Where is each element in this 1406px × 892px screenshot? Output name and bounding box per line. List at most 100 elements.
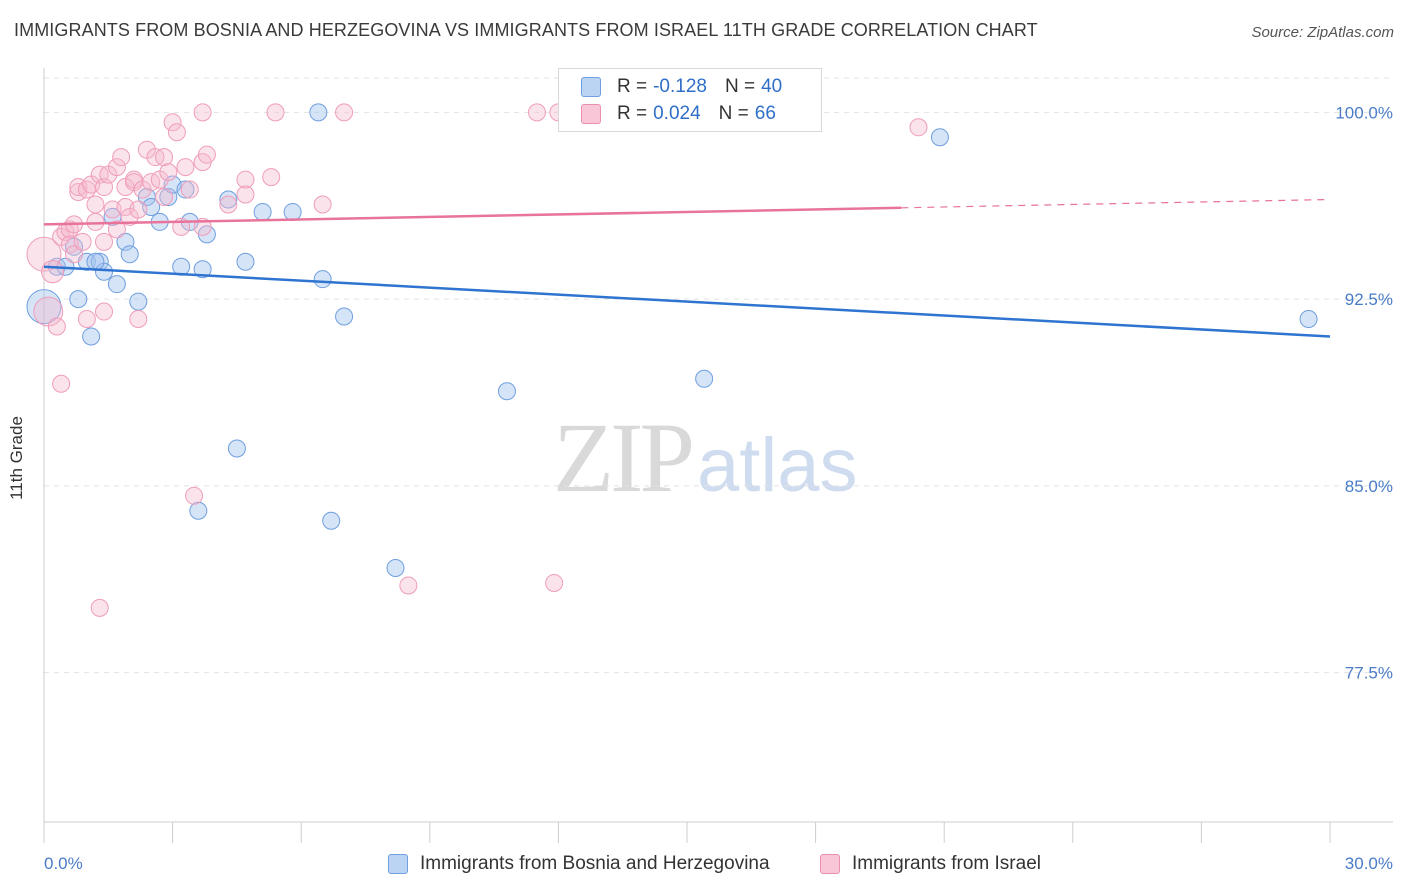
point-israel [26,236,62,272]
points-layer [26,103,1318,617]
legend-n-value: 40 [761,76,783,97]
legend-r-value: -0.128 [653,76,707,97]
point-israel [236,170,255,189]
point-israel [129,200,148,219]
point-israel [335,103,354,122]
legend-row-bosnia: R = -0.128 N = 40 [581,75,782,99]
point-israel [155,148,174,167]
point-israel [41,260,65,284]
point-bosnia [322,511,341,530]
y-tick-label: 77.5% [1345,664,1393,683]
point-bosnia [227,439,246,458]
point-bosnia [82,327,101,346]
grid-layer [44,77,1390,674]
chart-title: IMMIGRANTS FROM BOSNIA AND HERZEGOVINA V… [14,20,1038,40]
point-israel [176,158,195,177]
watermark-atlas: atlas [697,423,858,508]
bottom-legend-israel: Immigrants from Israel [820,852,1041,876]
point-bosnia [695,369,714,388]
point-israel [107,158,126,177]
bottom-legend-label-bosnia: Immigrants from Bosnia and Herzegovina [420,853,770,874]
y-tick-label: 100.0% [1335,103,1393,122]
point-israel [219,195,238,214]
point-israel [167,123,186,142]
point-israel [155,188,174,207]
legend-n-value: 66 [754,103,776,124]
legend-r-value: 0.024 [653,103,701,124]
point-bosnia [219,190,238,209]
point-israel [73,232,92,251]
bottom-legend-swatch-bosnia [388,854,408,874]
legend-r-label: R = [617,76,648,97]
point-bosnia [120,245,139,264]
trend-line-bosnia [43,265,1331,338]
point-israel [180,180,199,199]
legend-r-label: R = [617,103,648,124]
trend-line-israel-extension [901,198,1331,209]
point-bosnia [386,559,405,578]
point-israel [129,310,148,329]
point-bosnia [497,382,516,401]
point-israel [399,576,418,595]
point-israel [52,374,71,393]
watermark: ZIPatlas [553,400,858,515]
point-israel [266,103,285,122]
point-israel [185,486,204,505]
y-tick-label: 92.5% [1345,290,1393,309]
point-israel [86,212,105,231]
point-bosnia [283,202,302,221]
point-israel [86,195,105,214]
y-tick-label: 85.0% [1345,477,1393,496]
correlation-legend: R = -0.128 N = 40 R = 0.024 N = 66 [558,68,822,132]
point-bosnia [129,292,148,311]
point-israel [159,163,178,182]
point-bosnia [176,180,195,199]
point-israel [313,195,332,214]
point-israel [527,103,546,122]
point-bosnia [189,501,208,520]
point-israel [236,185,255,204]
point-bosnia [236,252,255,271]
watermark-zip: ZIP [553,402,695,513]
source-credit: Source: ZipAtlas.com [1251,24,1394,41]
bottom-legend-bosnia: Immigrants from Bosnia and Herzegovina [388,852,770,876]
point-bosnia [69,290,88,309]
point-bosnia [193,260,212,279]
labels-layer: 77.5% 85.0% 92.5% 100.0% 0.0% 30.0% [44,103,1393,873]
point-bosnia [86,252,105,271]
point-israel [262,168,281,187]
bottom-legend-label-israel: Immigrants from Israel [852,853,1041,874]
x-tick-label: 0.0% [44,854,83,873]
point-israel [95,302,114,321]
legend-row-israel: R = 0.024 N = 66 [581,102,776,126]
point-israel [909,118,928,137]
legend-n-label: N = [718,103,749,124]
point-bosnia [253,202,272,221]
point-bosnia [1299,310,1318,329]
point-bosnia [107,275,126,294]
point-bosnia [313,270,332,289]
point-israel [95,232,114,251]
point-israel [193,103,212,122]
point-israel [112,148,131,167]
bottom-legend-swatch-israel [820,854,840,874]
axes-layer [43,68,1393,843]
legend-swatch-bosnia [581,77,601,97]
point-israel [65,245,84,264]
point-bosnia [309,103,328,122]
legend-swatch-israel [581,104,601,124]
point-israel [545,573,564,592]
point-israel [107,220,126,239]
point-israel [163,113,182,132]
point-israel [197,145,216,164]
point-israel [77,310,96,329]
legend-n-label: N = [724,76,756,97]
trend-layer [43,198,1331,338]
point-bosnia [335,307,354,326]
point-israel [90,598,109,617]
trend-line-israel [43,206,902,226]
point-israel [47,317,66,336]
x-tick-label: 30.0% [1345,854,1393,873]
point-bosnia [930,128,949,147]
